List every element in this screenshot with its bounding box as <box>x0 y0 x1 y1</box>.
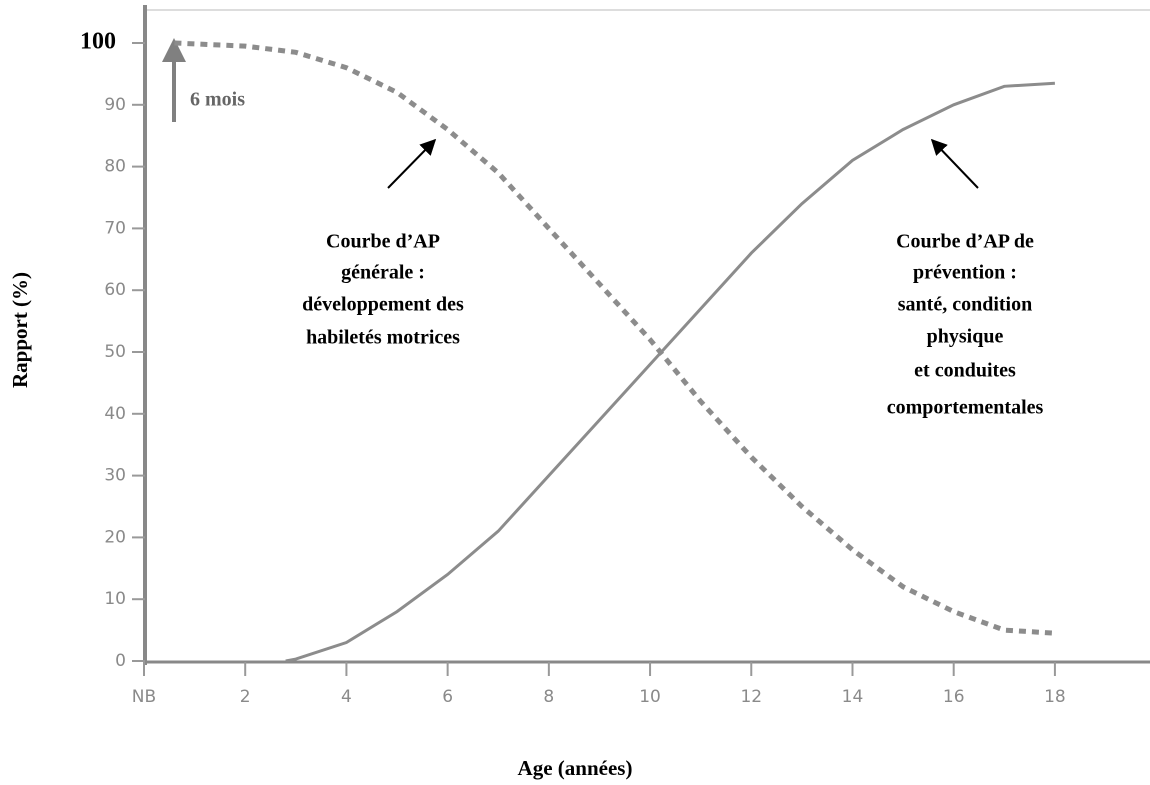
x-axis-label: Age (années) <box>518 756 633 780</box>
y-tick-label: 10 <box>104 589 126 609</box>
y-tick-label: 20 <box>104 527 126 547</box>
y-tick-label: 60 <box>104 280 126 300</box>
y-tick-label: 100 <box>80 29 116 55</box>
series-line <box>174 40 1056 636</box>
six-month-arrowhead <box>162 38 186 62</box>
x-tick-label: 8 <box>543 687 554 707</box>
y-tick-label: 0 <box>115 651 126 671</box>
annotation: développement des <box>302 294 464 316</box>
series-line <box>285 81 1055 663</box>
note-arrow <box>387 138 437 189</box>
annotation: et conduites <box>914 360 1016 382</box>
x-tick-label: 12 <box>740 687 762 707</box>
x-tick-label: 4 <box>341 687 352 707</box>
x-tick-label: 2 <box>240 687 251 707</box>
x-tick-label: 10 <box>639 687 661 707</box>
x-tick-label: 16 <box>943 687 965 707</box>
annotation: physique <box>927 326 1004 348</box>
x-tick-label: 18 <box>1044 687 1066 707</box>
annotation: habiletés motrices <box>306 327 460 349</box>
annotation: 6 mois <box>190 89 245 111</box>
y-tick-label: 40 <box>104 404 126 424</box>
y-tick-label: 70 <box>104 218 126 238</box>
annotation: santé, condition <box>898 294 1032 316</box>
annotation: prévention : <box>913 262 1017 284</box>
x-tick-label: 14 <box>842 687 864 707</box>
x-tick-label: 6 <box>442 687 453 707</box>
y-tick-label: 50 <box>104 342 126 362</box>
annotation: comportementales <box>887 397 1044 419</box>
y-tick-label: 80 <box>104 157 126 177</box>
y-tick-label: 90 <box>104 95 126 115</box>
annotation: Courbe d’AP de <box>896 231 1034 253</box>
note-arrow <box>930 138 979 189</box>
annotation: Courbe d’AP <box>326 231 440 253</box>
annotation: générale : <box>341 262 425 284</box>
y-axis-label: Rapport (%) <box>8 272 32 388</box>
x-tick-label: NB <box>132 687 156 707</box>
y-tick-label: 30 <box>104 466 126 486</box>
